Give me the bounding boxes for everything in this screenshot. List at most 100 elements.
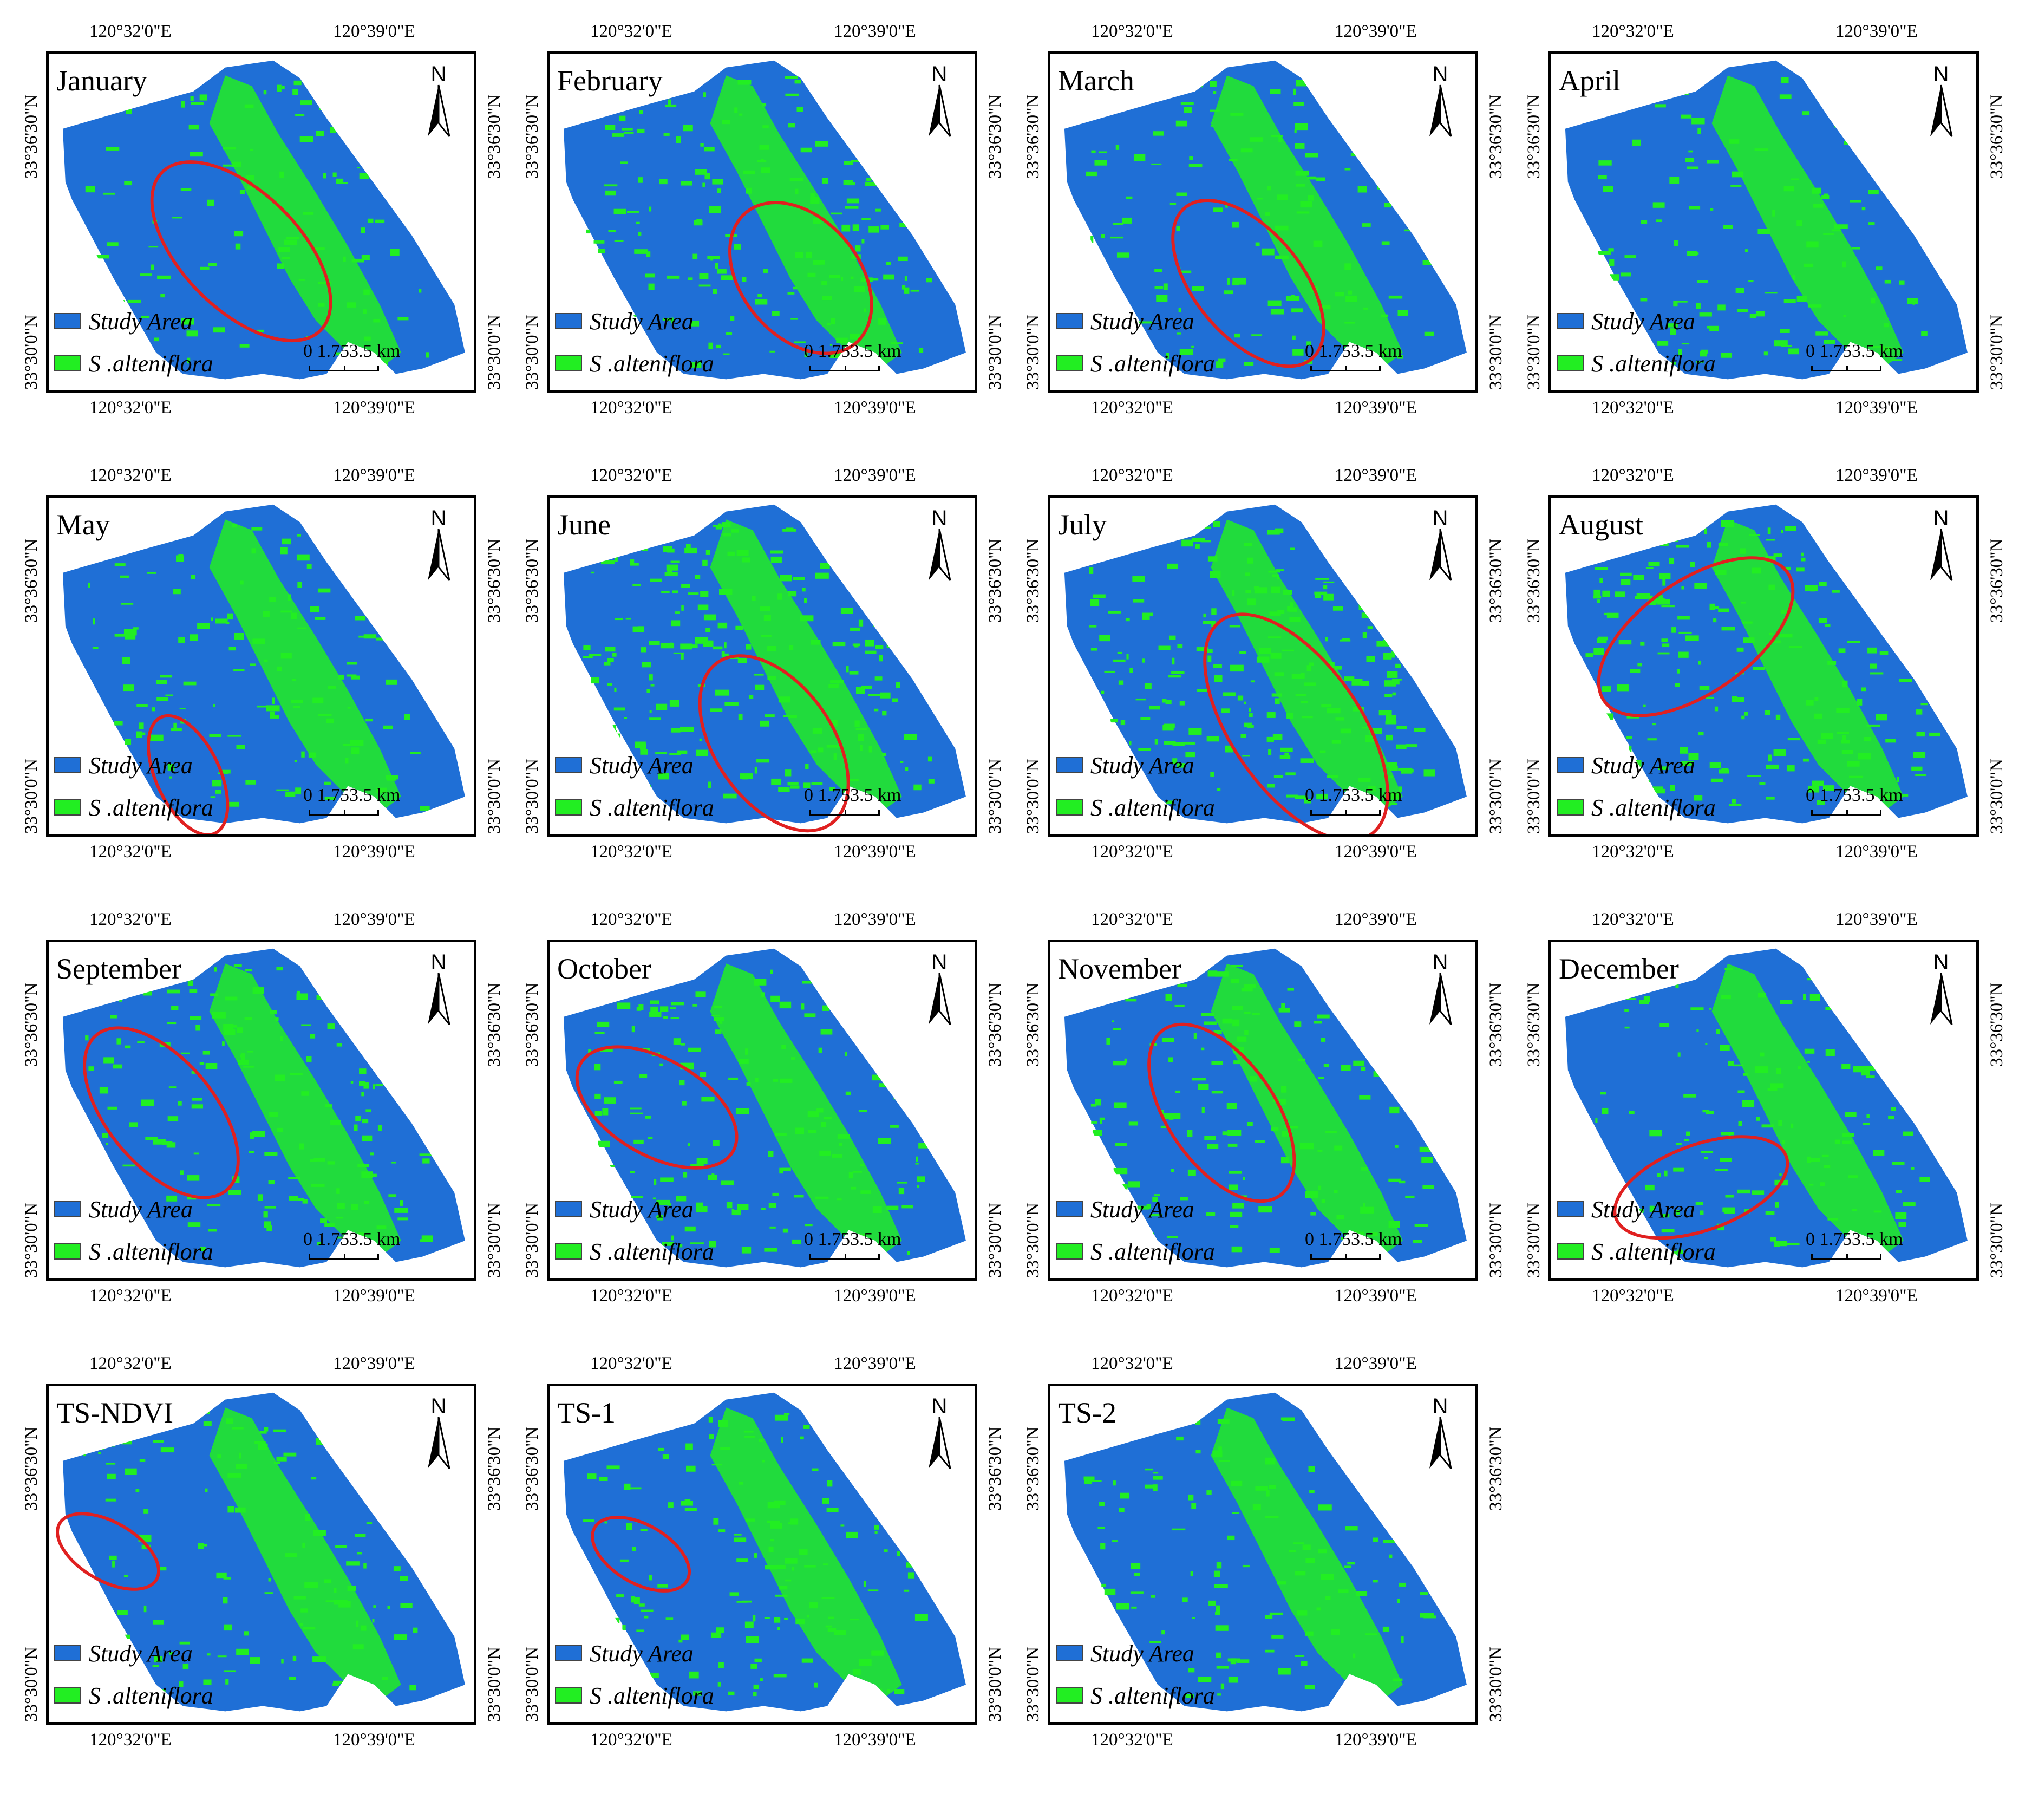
latitude-label: 33°36'30"N [1023,538,1043,623]
legend-label: S .alteniflora [89,1682,213,1709]
longitude-label: 120°39'0"E [1835,22,1918,41]
legend-label: S .alteniflora [1591,1238,1716,1265]
highlight-ellipse [728,201,873,355]
latitude-label: 33°30'0"N [1023,1647,1043,1722]
legend-swatch [54,757,81,773]
north-arrow-icon: N [920,949,958,1030]
longitude-label: 120°32'0"E [89,1730,172,1750]
highlight-ellipse [698,654,850,833]
longitude-label: 120°32'0"E [590,910,672,929]
longitude-label: 120°32'0"E [1091,466,1173,485]
map-legend: Study Area S .alteniflora [1056,744,1215,829]
scale-bar: 0 1.753.5 km [1305,1229,1402,1267]
panel-title: December [1559,953,1679,985]
longitude-label: 120°32'0"E [1091,1354,1173,1373]
map-panel: 120°32'0"E 120°39'0"E 120°32'0"E 120°39'0"E… [1002,1332,1506,1776]
longitude-label: 120°32'0"E [1091,842,1173,862]
legend-swatch [1056,1687,1083,1704]
latitude-label: 33°30'0"N [22,315,41,390]
longitude-label: 120°39'0"E [333,1730,415,1750]
scale-bar: 0 1.753.5 km [804,1229,901,1267]
legend-swatch [54,355,81,371]
latitude-label: 33°36'30"N [522,982,542,1067]
scale-label: 0 1.753.5 km [804,341,901,361]
panel-title: August [1559,508,1644,541]
latitude-label: 33°30'0"N [522,1203,542,1278]
longitude-label: 120°32'0"E [1592,1286,1674,1306]
map-frame: November N Study Area S .alteniflora 0 1.7… [1048,940,1478,1281]
legend-s-alteniflora: S .alteniflora [1557,786,1716,829]
legend-label: S .alteniflora [89,1238,213,1265]
map-frame: TS-1 N Study Area S .alteniflora [547,1384,977,1725]
map-frame: March N Study Area S .alteniflora 0 1.753.… [1048,51,1478,393]
map-frame: TS-2 N Study Area S .alteniflora [1048,1384,1478,1725]
longitude-label: 120°32'0"E [590,398,672,418]
svg-text:N: N [932,506,948,530]
legend-swatch [1056,1201,1083,1217]
longitude-label: 120°32'0"E [1592,398,1674,418]
scale-label: 0 1.753.5 km [303,785,401,805]
study-area-map [1051,60,1467,390]
study-area-map [49,504,465,834]
scale-bar: 0 1.753.5 km [1806,341,1903,379]
svg-text:N: N [1433,62,1448,86]
scale-bar: 0 1.753.5 km [804,341,901,379]
map-panel: 120°32'0"E 120°39'0"E 120°32'0"E 120°39'0"E… [1502,444,2007,888]
longitude-label: 120°39'0"E [333,466,415,485]
bay-cutout [1051,182,1185,390]
legend-study-area: Study Area [1056,300,1215,342]
legend-study-area: Study Area [1557,1188,1716,1230]
longitude-label: 120°39'0"E [1335,1286,1417,1306]
latitude-label: 33°36'30"N [22,982,41,1067]
svg-text:N: N [1933,506,1949,530]
scale-label: 0 1.753.5 km [804,1229,901,1249]
map-panel: 120°32'0"E 120°39'0"E 120°32'0"E 120°39'0"E… [501,888,1005,1332]
bay-cutout [1552,182,1685,390]
map-frame: May N Study Area S .alteniflora 0 1.753.5 … [46,495,476,837]
legend-swatch [54,799,81,816]
map-legend: Study Area S .alteniflora [54,744,213,829]
longitude-label: 120°39'0"E [1335,1730,1417,1750]
map-legend: Study Area S .alteniflora [1557,744,1716,829]
legend-label: S .alteniflora [1090,1682,1215,1709]
longitude-label: 120°32'0"E [1592,466,1674,485]
scale-label: 0 1.753.5 km [1305,1229,1402,1249]
map-legend: Study Area S .alteniflora [555,1188,714,1273]
study-area-map [1552,60,1968,390]
bay-cutout [550,182,684,390]
legend-swatch [1557,757,1584,773]
legend-swatch [54,1243,81,1260]
map-frame: January N Study Area S .alteniflora 0 1.75… [46,51,476,393]
legend-study-area: Study Area [1056,1188,1215,1230]
legend-label: Study Area [1591,308,1695,335]
legend-study-area: Study Area [54,744,213,786]
legend-study-area: Study Area [1056,744,1215,786]
longitude-label: 120°39'0"E [1335,22,1417,41]
longitude-label: 120°39'0"E [333,910,415,929]
map-legend: Study Area S .alteniflora [1056,1632,1215,1717]
legend-label: Study Area [590,1640,694,1667]
legend-s-alteniflora: S .alteniflora [1557,1230,1716,1273]
legend-label: S .alteniflora [89,350,213,377]
legend-swatch [54,1201,81,1217]
latitude-label: 33°30'0"N [1524,759,1544,834]
legend-s-alteniflora: S .alteniflora [1056,1674,1215,1717]
scale-bar: 0 1.753.5 km [804,785,901,823]
highlight-ellipse [575,1045,739,1170]
scale-bar: 0 1.753.5 km [303,785,400,823]
north-arrow-icon: N [420,1393,458,1474]
scale-label: 0 1.753.5 km [1305,341,1402,361]
study-area-map [1051,504,1467,834]
legend-swatch [1056,1243,1083,1260]
north-arrow-icon: N [1421,1393,1459,1474]
longitude-label: 120°32'0"E [590,1730,672,1750]
latitude-label: 33°30'0"N [522,759,542,834]
bay-cutout [49,182,183,390]
legend-s-alteniflora: S .alteniflora [555,1674,714,1717]
legend-study-area: Study Area [555,1632,714,1674]
longitude-label: 120°39'0"E [333,398,415,418]
scale-label: 0 1.753.5 km [1806,785,1903,805]
latitude-label: 33°36'30"N [522,94,542,179]
legend-s-alteniflora: S .alteniflora [54,1230,213,1273]
bay-cutout [1051,1514,1185,1722]
